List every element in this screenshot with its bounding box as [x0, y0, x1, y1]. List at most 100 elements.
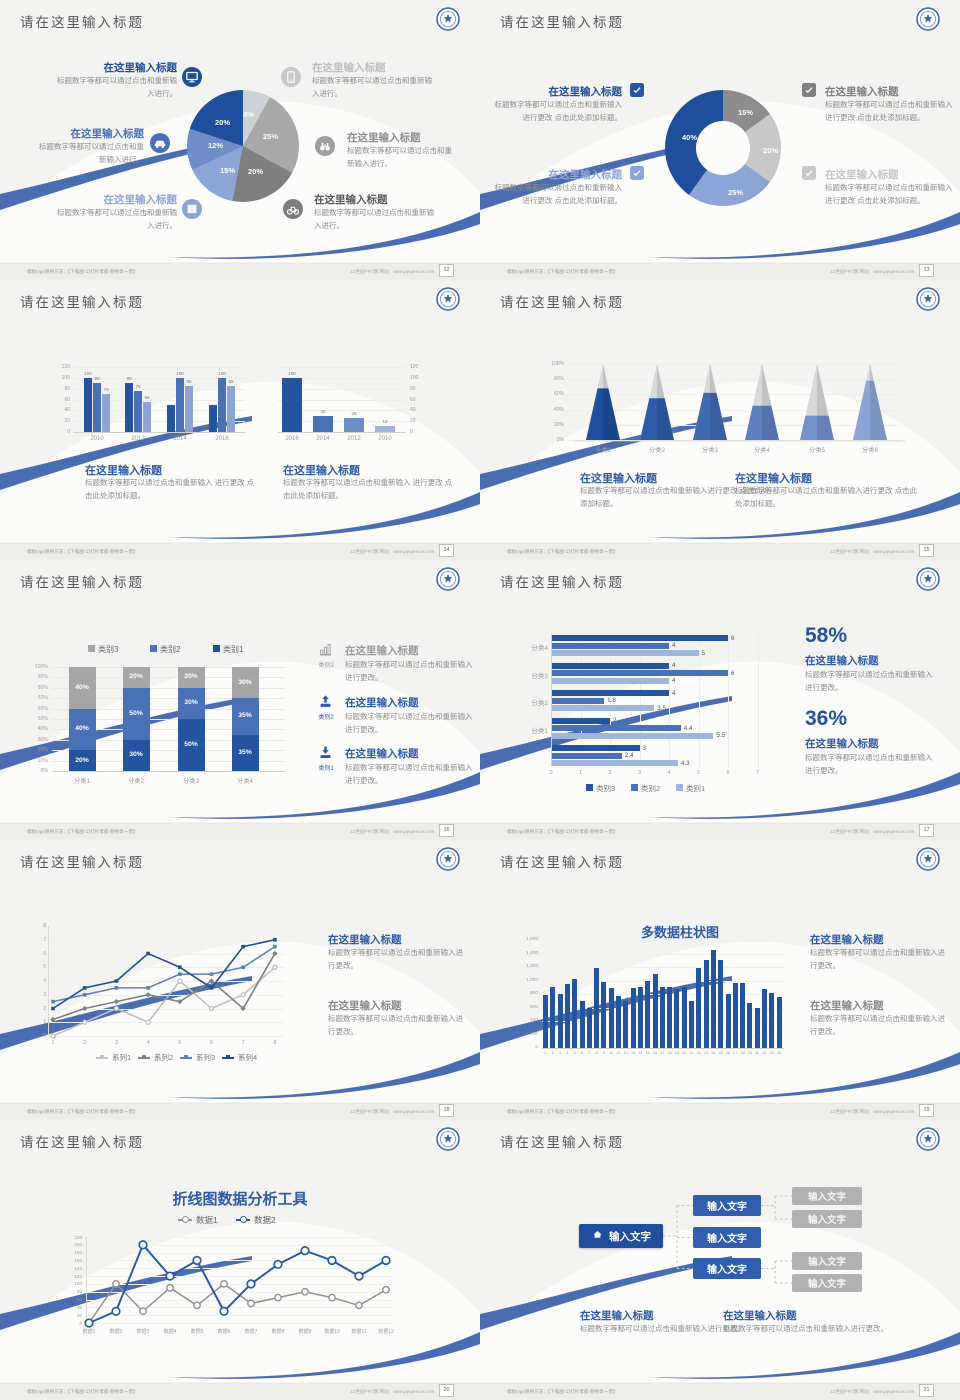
tree-leaf-node[interactable]: 输入文字	[792, 1210, 862, 1228]
block-title: 在这里输入标题	[548, 169, 623, 181]
gridline	[48, 953, 285, 954]
x-axis-tick: 13	[630, 1051, 636, 1055]
y-axis-tick: 6	[43, 950, 46, 957]
tree-leaf-node[interactable]: 输入文字	[792, 1187, 862, 1205]
slide-page-21[interactable]: 请在这里输入标题 模板logo替换方法：【下载图-幻灯片母版-替换第一页】 21世纪…	[480, 1120, 960, 1400]
page-number: 20	[439, 1383, 454, 1397]
block-title: 在这里输入标题	[328, 934, 402, 946]
gridline	[86, 1315, 392, 1316]
bar-value-label: 4.3	[680, 759, 690, 767]
bar	[209, 404, 217, 432]
slide-page-12[interactable]: 请在这里输入标题 模板logo替换方法：【下载图-幻灯片母版-替换第一页】 21世纪…	[0, 0, 480, 280]
y-axis-tick: 20%	[37, 747, 48, 754]
segment-label: 20%	[75, 756, 89, 764]
binoculars-icon	[315, 136, 335, 156]
bar-value-label: 85	[228, 378, 234, 384]
slide-title: 请在这里输入标题	[500, 575, 624, 590]
slide-page-17[interactable]: 请在这里输入标题 模板logo替换方法：【下载图-幻灯片母版-替换第一页】 21世纪…	[480, 560, 960, 840]
gridline	[73, 399, 245, 400]
tree-mid-node[interactable]: 输入文字	[693, 1195, 761, 1216]
segment-label: 35%	[238, 712, 252, 720]
footer-left-text: 模板logo替换方法：【下载图-幻灯片母版-替换第一页】	[507, 548, 618, 554]
bar-value-label: 100	[288, 370, 296, 376]
gridline	[639, 633, 640, 767]
x-axis-tick: 9	[602, 1051, 605, 1055]
block-title: 在这里输入标题	[548, 86, 623, 98]
x-axis-tick: 1	[51, 1040, 55, 1046]
bar	[776, 996, 782, 1048]
block-body: 标题数字等都可以通过点击和重新输入进行更改。	[805, 753, 933, 775]
hbar	[551, 705, 655, 711]
x-axis-tick: 18	[667, 1051, 672, 1055]
y-axis-tick: 7	[43, 936, 46, 943]
hbar	[551, 760, 678, 766]
tree-mid-node[interactable]: 输入文字	[693, 1227, 761, 1248]
stacked-bar-segment	[68, 750, 96, 771]
bar	[218, 377, 226, 432]
gridline	[73, 421, 245, 422]
y-axis-tick: 0%	[40, 768, 49, 774]
gridline	[48, 994, 285, 996]
slide-page-15[interactable]: 请在这里输入标题 模板logo替换方法：【下载图-幻灯片母版-替换第一页】 21世纪…	[480, 280, 960, 560]
gridline	[86, 1260, 392, 1261]
x-axis-tick: 5	[573, 1051, 576, 1055]
y-axis-tick: 40%	[553, 406, 564, 413]
tree-root-node[interactable]: 输入文字	[579, 1224, 663, 1248]
x-axis-tick: 20	[682, 1051, 687, 1055]
x-axis-label: 数据9	[298, 1329, 312, 1335]
slide-content: 输入文字 输入文字 输入文字 输入文字 输入文字 输入文字 输入文字 输入文字 在这里输入标题标…	[480, 1120, 960, 1400]
hbar	[551, 697, 605, 704]
y-axis-tick: 90%	[37, 674, 48, 681]
slide-page-14[interactable]: 请在这里输入标题 模板logo替换方法：【下载图-幻灯片母版-替换第一页】 21世纪…	[0, 280, 480, 560]
page-number: 17	[919, 823, 934, 837]
block-title: 在这里输入标题	[345, 697, 419, 709]
legend-marker	[142, 1055, 146, 1059]
tree-leaf-node[interactable]: 输入文字	[792, 1274, 862, 1292]
x-axis-label: 分类1	[595, 447, 611, 454]
stacked-bar-segment	[231, 734, 259, 771]
x-axis-tick: 3	[559, 1051, 562, 1055]
gridline	[52, 729, 285, 730]
bar	[227, 385, 235, 432]
slide-page-20[interactable]: 请在这里输入标题 模板logo替换方法：【下载图-幻灯片母版-替换第一页】 21世纪…	[0, 1120, 480, 1400]
x-axis-tick: 1	[578, 770, 583, 776]
bar-value-label: 75	[135, 384, 141, 390]
legend-label: 系列4	[238, 1053, 258, 1062]
y-axis-tick: 80%	[37, 684, 48, 691]
pie-slice-label: 15%	[220, 166, 236, 175]
block-title: 在这里输入标题	[825, 169, 899, 181]
bar	[313, 415, 333, 432]
slide-title: 请在这里输入标题	[20, 855, 144, 870]
legend-swatch	[88, 645, 95, 652]
slide-title: 请在这里输入标题	[500, 1135, 624, 1150]
stacked-bar-segment	[177, 719, 205, 771]
gridline	[73, 367, 245, 368]
x-axis-tick: 4	[566, 1051, 569, 1055]
pie-chart	[187, 90, 299, 202]
y-category-label: 分类1	[531, 727, 548, 735]
slide-page-19[interactable]: 请在这里输入标题 模板logo替换方法：【下载图-幻灯片母版-替换第一页】 21世纪…	[480, 840, 960, 1120]
bar-value-label: 2.4	[624, 752, 634, 759]
slide-title: 请在这里输入标题	[20, 1135, 144, 1150]
x-axis-tick: 5	[178, 1040, 182, 1046]
bar	[667, 987, 673, 1048]
checkbox-icon	[802, 166, 816, 180]
bar-value-label: 6	[731, 634, 735, 642]
chart-title: 多数据柱状图	[640, 925, 719, 940]
slide-content: 0 20 40 60 80 100 120 0 20 40 60 80 100 120 100 90 90 75 1…	[0, 280, 480, 560]
x-axis-tick: 6	[209, 1040, 214, 1046]
y-axis-tick: 1,400	[525, 950, 538, 956]
slide-page-16[interactable]: 请在这里输入标题 模板logo替换方法：【下载图-幻灯片母版-替换第一页】 21世纪…	[0, 560, 480, 840]
x-axis-tick: 11	[616, 1051, 621, 1055]
donut-slice-label: 15%	[738, 108, 754, 117]
y-axis-tick: 1,200	[525, 964, 538, 969]
tree-mid-node[interactable]: 输入文字	[693, 1258, 761, 1279]
x-axis-tick: 3	[637, 770, 642, 776]
legend-swatch	[150, 645, 157, 652]
slide-page-13[interactable]: 请在这里输入标题 模板logo替换方法：【下载图-幻灯片母版-替换第一页】 21世纪…	[480, 0, 960, 280]
y-axis-tick: 100%	[34, 664, 48, 670]
tree-leaf-node[interactable]: 输入文字	[792, 1252, 862, 1270]
gridline	[698, 633, 699, 767]
slide-page-18[interactable]: 请在这里输入标题 模板logo替换方法：【下载图-幻灯片母版-替换第一页】 21世纪…	[0, 840, 480, 1120]
